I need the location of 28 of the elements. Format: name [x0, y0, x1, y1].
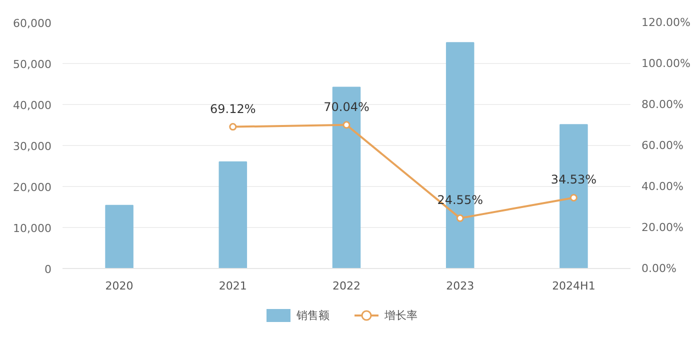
y-tick-label: 40,000 [13, 99, 52, 112]
point [342, 121, 350, 129]
y-tick-label: 0 [44, 263, 52, 276]
legend-label: 增长率 [384, 309, 418, 322]
y2-tick-label: 40.00% [642, 180, 684, 193]
y2-tick-label: 20.00% [642, 221, 684, 234]
x-tick-label: 2021 [218, 280, 247, 292]
y-tick-label: 60,000 [13, 17, 52, 30]
y-tick-label: 10,000 [13, 222, 52, 235]
point [570, 194, 578, 202]
y2-tick-label: 80.00% [642, 98, 684, 111]
bar [218, 161, 248, 268]
x-tick-label: 2023 [446, 280, 474, 292]
y2-tick-label: 100.00% [642, 57, 690, 70]
y-tick-label: 30,000 [13, 140, 52, 153]
point [456, 214, 464, 222]
y2-tick-label: 0.00% [642, 262, 676, 275]
x-tick-label: 2022 [332, 280, 361, 292]
data-label: 69.12% [210, 102, 256, 116]
legend-label: 销售额 [296, 309, 330, 322]
y-tick-label: 20,000 [13, 181, 52, 194]
point [229, 123, 237, 131]
y-tick-label: 50,000 [13, 58, 52, 71]
x-tick-label: 2020 [105, 280, 134, 292]
y2-tick-label: 60.00% [642, 139, 684, 152]
x-tick-label: 2024H1 [552, 280, 596, 292]
bar [105, 204, 134, 268]
y2-tick-label: 120.00% [642, 16, 690, 29]
